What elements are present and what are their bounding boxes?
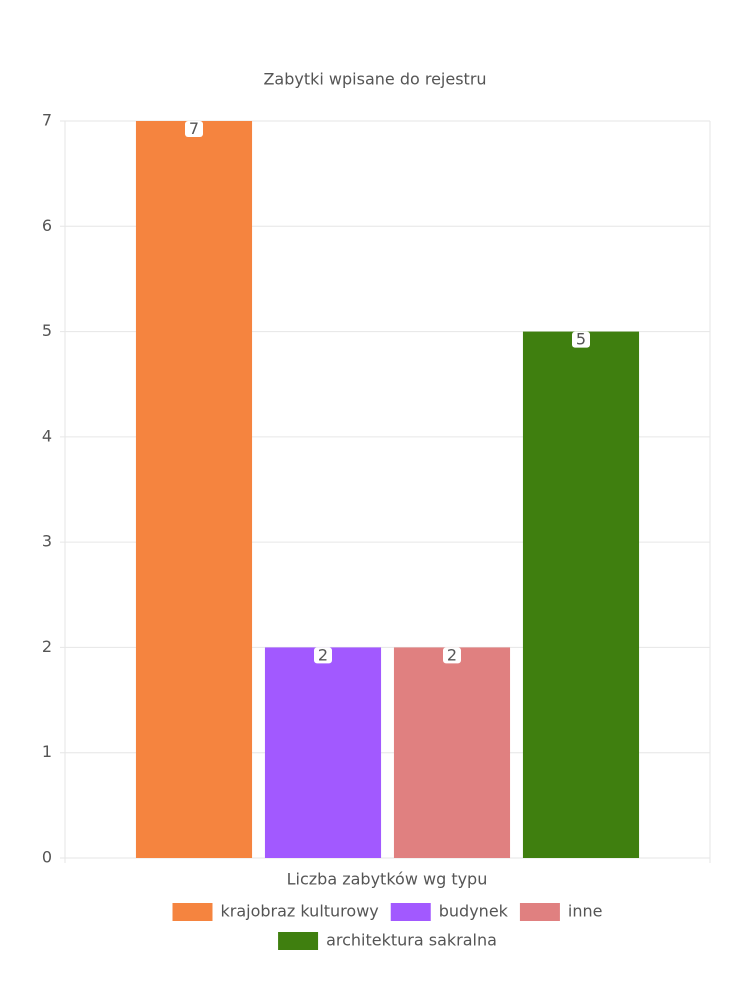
legend-swatch [172, 903, 213, 921]
bar [522, 331, 640, 859]
data-label-box [314, 647, 332, 664]
y-tick-label: 4 [42, 426, 52, 445]
legend-label: architektura sakralna [326, 931, 497, 950]
legend-label: inne [568, 902, 603, 921]
data-label-box [185, 121, 203, 137]
y-tick-label: 1 [42, 742, 52, 761]
bar [393, 647, 511, 858]
y-tick-label: 0 [42, 848, 52, 867]
data-label: 2 [318, 645, 328, 664]
y-tick-label: 7 [42, 111, 52, 130]
legend-swatch [519, 903, 560, 921]
bar [264, 647, 382, 858]
y-tick-label: 6 [42, 216, 52, 235]
y-tick-label: 2 [42, 637, 52, 656]
legend-label: krajobraz kulturowy [221, 902, 379, 921]
legend-swatch [278, 932, 319, 950]
data-label: 2 [447, 645, 457, 664]
data-label-box [443, 647, 461, 664]
legend-label: budynek [439, 902, 509, 921]
x-axis-title: Liczba zabytków wg typu [287, 870, 488, 889]
bar [135, 121, 253, 858]
data-label-box [572, 331, 590, 348]
legend-swatch [390, 903, 431, 921]
y-tick-label: 3 [42, 532, 52, 551]
y-tick-label: 5 [42, 321, 52, 340]
data-label: 7 [189, 119, 199, 138]
data-label: 5 [576, 330, 586, 349]
chart-title: Zabytki wpisane do rejestru [263, 70, 486, 89]
